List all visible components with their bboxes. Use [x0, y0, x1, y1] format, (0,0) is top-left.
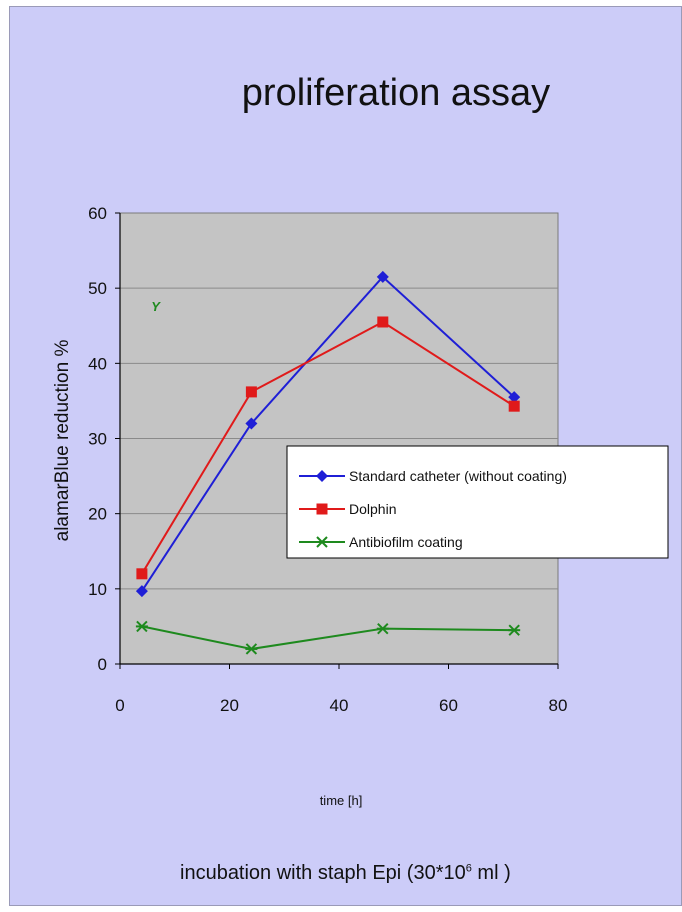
star-stroke — [508, 624, 520, 636]
x-axis-label: time [h] — [320, 793, 363, 808]
x-tick-label: 40 — [330, 696, 349, 715]
series-2 — [135, 620, 521, 655]
y-tick-label: 0 — [98, 655, 107, 674]
legend-label: Antibiofilm coating — [349, 534, 463, 550]
caption: incubation with staph Epi (30*106 ml ) — [180, 862, 511, 885]
legend-label: Standard catheter (without coating) — [349, 468, 567, 484]
data-point-diamond — [135, 585, 148, 598]
caption-prefix: incubation with staph Epi (30*10 — [180, 862, 466, 884]
data-point-square — [316, 503, 328, 515]
series-1 — [136, 316, 520, 580]
legend-entry-1: Dolphin — [299, 501, 396, 517]
data-point-diamond — [245, 417, 258, 430]
data-point-star — [376, 622, 389, 635]
series-line — [141, 625, 515, 650]
legend-label: Dolphin — [349, 501, 396, 517]
axes: 0 10 20 30 40 50 60 0 20 40 60 80 — [88, 204, 567, 715]
star-stroke — [136, 620, 148, 633]
chart-title: proliferation assay — [241, 72, 551, 114]
data-point-diamond — [316, 470, 328, 482]
y-axis-label: alamarBlue reduction % — [52, 340, 73, 542]
star-stroke — [316, 536, 328, 548]
data-point-diamond — [376, 270, 389, 283]
y-tick-label: 60 — [88, 204, 107, 223]
data-point-star — [316, 536, 328, 548]
x-tick-label: 0 — [115, 696, 124, 715]
data-point-square — [245, 386, 257, 398]
star-stroke — [377, 622, 389, 635]
legend-entry-2: Antibiofilm coating — [299, 534, 463, 550]
series-line — [141, 320, 515, 575]
data-point-square — [377, 316, 389, 328]
data-point-diamond — [508, 391, 521, 404]
series-line — [141, 275, 515, 592]
data-point-star — [508, 624, 521, 636]
x-tick-label: 80 — [549, 696, 568, 715]
x-tick-label: 60 — [439, 696, 458, 715]
y-tick-label: 20 — [88, 505, 107, 524]
x-tick-label: 20 — [220, 696, 239, 715]
data-point-star — [245, 643, 258, 655]
y-tick-label: 40 — [88, 354, 107, 373]
caption-suffix: ml ) — [471, 862, 511, 884]
series-layer: Y — [135, 270, 521, 655]
series-0 — [135, 270, 521, 598]
y-tick-label: 50 — [88, 279, 107, 298]
star-stroke — [245, 643, 258, 655]
annotation-marker: Y — [151, 299, 161, 314]
data-point-star — [135, 620, 148, 633]
y-tick-label: 10 — [88, 580, 107, 599]
data-point-square — [136, 568, 148, 580]
legend-entry-0: Standard catheter (without coating) — [299, 468, 567, 484]
data-point-square — [508, 400, 520, 412]
y-tick-label: 30 — [88, 430, 107, 449]
legend-box — [286, 445, 669, 559]
caption-superscript: 6 — [465, 862, 472, 875]
legend: Standard catheter (without coating) Dolph… — [286, 445, 669, 559]
